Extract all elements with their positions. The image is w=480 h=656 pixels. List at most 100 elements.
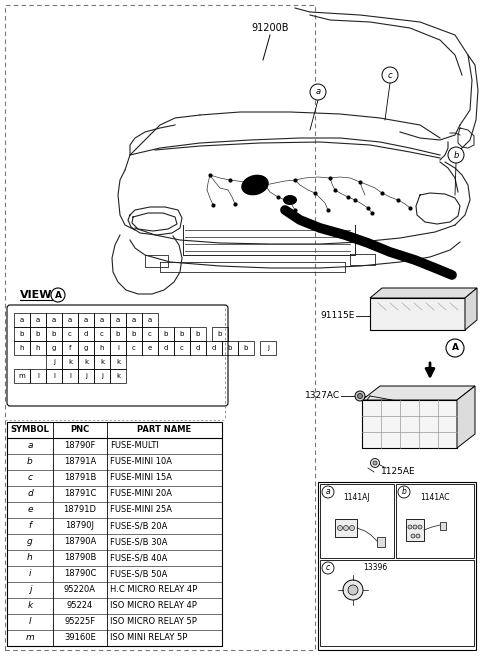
Text: k: k — [116, 359, 120, 365]
Text: FUSE-MINI 20A: FUSE-MINI 20A — [110, 489, 172, 499]
Text: b: b — [180, 331, 184, 337]
Bar — [94, 327, 110, 341]
Text: k: k — [84, 359, 88, 365]
Text: c: c — [27, 474, 33, 483]
Text: m: m — [19, 373, 25, 379]
Text: k: k — [68, 359, 72, 365]
Bar — [190, 327, 206, 341]
Bar — [62, 341, 78, 355]
Text: 1141AC: 1141AC — [420, 493, 450, 502]
Circle shape — [322, 562, 334, 574]
Text: j: j — [29, 586, 31, 594]
Text: k: k — [27, 602, 33, 611]
Text: FUSE-MULTI: FUSE-MULTI — [110, 441, 159, 451]
Text: c: c — [68, 331, 72, 337]
Bar — [94, 355, 110, 369]
Bar — [94, 369, 110, 383]
Text: b: b — [116, 331, 120, 337]
Text: c: c — [326, 564, 330, 573]
Circle shape — [310, 84, 326, 100]
Bar — [46, 369, 62, 383]
Text: ISO MICRO RELAY 5P: ISO MICRO RELAY 5P — [110, 617, 197, 626]
Text: h: h — [100, 345, 104, 351]
Text: a: a — [84, 317, 88, 323]
Text: l: l — [53, 373, 55, 379]
Bar — [30, 341, 46, 355]
Text: FUSE-MINI 10A: FUSE-MINI 10A — [110, 457, 172, 466]
Text: j: j — [85, 373, 87, 379]
Circle shape — [371, 459, 380, 468]
Circle shape — [446, 339, 464, 357]
Circle shape — [398, 486, 410, 498]
Bar — [78, 313, 94, 327]
Text: k: k — [100, 359, 104, 365]
Text: c: c — [132, 345, 136, 351]
Text: VIEW: VIEW — [20, 290, 52, 300]
Text: FUSE-MINI 25A: FUSE-MINI 25A — [110, 506, 172, 514]
Bar — [440, 522, 446, 530]
Circle shape — [416, 534, 420, 538]
Bar — [46, 327, 62, 341]
Text: d: d — [196, 345, 200, 351]
Text: d: d — [84, 331, 88, 337]
Text: g: g — [27, 537, 33, 546]
Text: A: A — [55, 291, 61, 300]
Text: i: i — [29, 569, 31, 579]
Text: b: b — [228, 345, 232, 351]
Bar — [78, 341, 94, 355]
Bar — [142, 341, 158, 355]
Bar — [46, 341, 62, 355]
Bar — [190, 341, 206, 355]
Text: 95225F: 95225F — [64, 617, 96, 626]
Text: l: l — [69, 373, 71, 379]
Text: 18790F: 18790F — [64, 441, 96, 451]
Text: b: b — [27, 457, 33, 466]
Polygon shape — [465, 288, 477, 330]
Bar — [212, 327, 228, 341]
Text: ISO MICRO RELAY 4P: ISO MICRO RELAY 4P — [110, 602, 197, 611]
Text: f: f — [28, 522, 32, 531]
Text: c: c — [388, 70, 392, 79]
Circle shape — [348, 585, 358, 595]
Text: b: b — [453, 150, 459, 159]
Bar — [110, 369, 126, 383]
Bar — [126, 327, 142, 341]
Bar — [206, 341, 222, 355]
Text: b: b — [164, 331, 168, 337]
Text: a: a — [20, 317, 24, 323]
Bar — [158, 327, 174, 341]
Bar — [62, 369, 78, 383]
Text: FUSE-S/B 50A: FUSE-S/B 50A — [110, 569, 168, 579]
Circle shape — [51, 288, 65, 302]
Text: g: g — [52, 345, 56, 351]
Bar — [46, 355, 62, 369]
Text: i: i — [117, 345, 119, 351]
Polygon shape — [362, 386, 475, 400]
Bar — [370, 298, 465, 330]
Text: SYMBOL: SYMBOL — [11, 426, 49, 434]
Bar — [30, 369, 46, 383]
Text: 91200B: 91200B — [251, 23, 289, 33]
Bar — [78, 327, 94, 341]
Bar — [158, 341, 174, 355]
Text: a: a — [116, 317, 120, 323]
Text: j: j — [267, 345, 269, 351]
Bar — [174, 327, 190, 341]
Text: c: c — [180, 345, 184, 351]
Circle shape — [343, 580, 363, 600]
Text: a: a — [148, 317, 152, 323]
Text: 1125AE: 1125AE — [381, 468, 415, 476]
Circle shape — [349, 525, 355, 531]
Text: b: b — [132, 331, 136, 337]
Text: b: b — [20, 331, 24, 337]
Text: l: l — [37, 373, 39, 379]
Bar — [320, 484, 394, 558]
Text: A: A — [452, 344, 458, 352]
Text: b: b — [36, 331, 40, 337]
Text: 18791B: 18791B — [64, 474, 96, 483]
Bar — [5, 5, 315, 650]
Text: 95224: 95224 — [67, 602, 93, 611]
Bar — [362, 400, 457, 448]
Text: a: a — [326, 487, 330, 497]
Text: a: a — [52, 317, 56, 323]
